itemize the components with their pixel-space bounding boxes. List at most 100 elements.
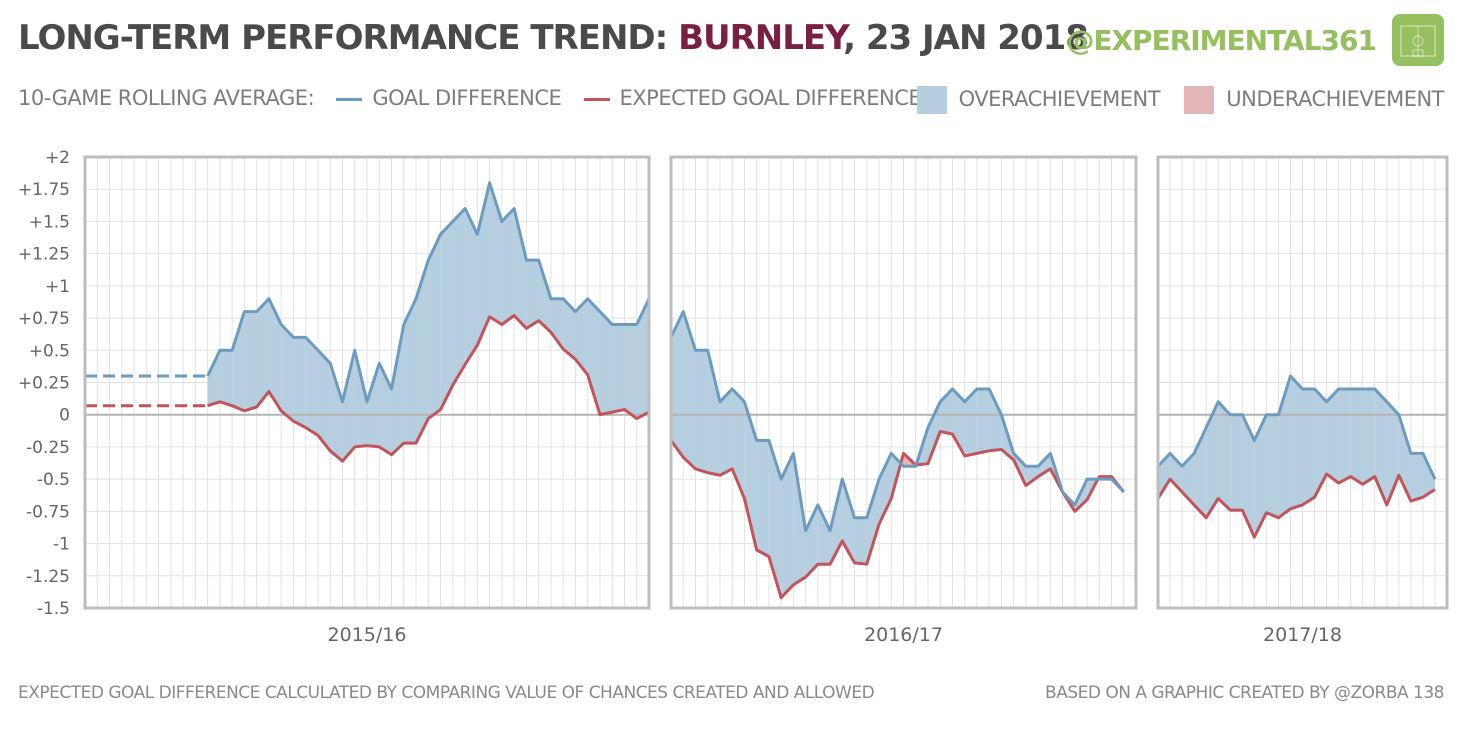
overachievement-area	[830, 479, 843, 565]
footer-credit: BASED ON A GRAPHIC CREATED BY @ZORBA 138	[1045, 683, 1444, 703]
overachievement-area	[330, 363, 343, 462]
overachievement-area	[707, 350, 720, 476]
overachievement-area	[403, 298, 417, 444]
overachievement-area	[317, 350, 331, 451]
overachievement-area	[817, 504, 831, 565]
legend-overachievement: OVERACHIEVEMENT	[958, 87, 1161, 111]
overachievement-area	[1290, 376, 1303, 509]
overachievement-area	[805, 504, 818, 578]
overachievement-area	[854, 517, 867, 565]
overachievement-area	[1374, 388, 1387, 505]
legend-expected-goal-difference: EXPECTED GOAL DIFFERENCE	[619, 86, 922, 110]
season-panel-2017-18: 2017/18	[1156, 155, 1449, 646]
overachievement-area	[719, 388, 733, 476]
y-tick-label: 0	[59, 406, 70, 426]
legend-right: OVERACHIEVEMENT UNDERACHIEVEMENT	[916, 86, 1444, 114]
expected-goal-difference-line	[669, 429, 1125, 600]
title-prefix: LONG-TERM PERFORMANCE TREND:	[18, 18, 668, 58]
overachievement-area	[465, 208, 478, 365]
overachievement-area	[526, 260, 539, 329]
overachievement-area	[976, 388, 990, 454]
goal-difference-line-icon	[336, 97, 363, 101]
overachievement-area	[305, 337, 318, 436]
overachievement-area	[768, 440, 782, 598]
overachievement-area	[501, 208, 515, 325]
overachievement-area	[599, 311, 613, 415]
overachievement-area	[219, 350, 233, 406]
overachievement-area	[1025, 466, 1039, 486]
overachievement-area	[379, 363, 392, 455]
overachievement-area	[563, 298, 576, 360]
overachievement-area	[452, 208, 466, 386]
goal-difference-line	[1156, 374, 1437, 480]
overachievement-area	[232, 311, 245, 411]
panel-frame	[83, 155, 651, 610]
season-label: 2015/16	[328, 624, 407, 646]
overachievement-area	[636, 298, 649, 419]
overachievement-area	[587, 298, 600, 415]
overachievement-area	[1182, 453, 1195, 505]
expected-goal-difference-line-icon	[583, 97, 610, 101]
panel-frame	[1156, 155, 1449, 610]
overachievement-area	[1038, 453, 1051, 477]
legend-left: 10-GAME ROLLING AVERAGE: GOAL DIFFERENCE…	[18, 86, 922, 110]
overachievement-area	[1362, 388, 1375, 485]
y-tick-label: +2	[45, 148, 70, 168]
footer-note: EXPECTED GOAL DIFFERENCE CALCULATED BY C…	[18, 683, 875, 703]
overachievement-area	[781, 453, 794, 598]
overachievement-area	[367, 363, 380, 447]
pitch-logo-icon	[1392, 14, 1444, 66]
overachievement-area	[1410, 453, 1423, 502]
y-tick-label: +1.75	[18, 180, 70, 200]
overachievement-area	[207, 350, 220, 406]
overachievement-area	[732, 388, 745, 499]
season-panel-2016-17: 2016/17	[669, 155, 1138, 646]
overachievement-area	[1314, 388, 1327, 498]
y-tick-label: -1.5	[37, 599, 70, 619]
legend-underachievement: UNDERACHIEVEMENT	[1226, 87, 1444, 111]
expected-goal-difference-line	[207, 313, 650, 463]
overachievement-area	[927, 401, 941, 464]
overachievement-area	[391, 324, 404, 455]
overachievement-area	[989, 388, 1002, 451]
overachievement-area	[514, 208, 527, 329]
goal-difference-line	[206, 181, 651, 404]
overachievement-area	[575, 298, 588, 375]
overachievement-area	[428, 234, 441, 419]
chart-title: LONG-TERM PERFORMANCE TREND: BURNLEY, 23…	[18, 18, 1089, 58]
overachievement-area	[268, 298, 282, 411]
y-tick-label: -1	[53, 535, 70, 555]
panel-frame	[669, 155, 1138, 610]
overachievement-area	[293, 337, 306, 428]
overachievement-area	[866, 479, 880, 565]
overachievement-area	[1254, 414, 1267, 538]
brand-handle[interactable]: @EXPERIMENTAL361	[1066, 24, 1377, 57]
overachievement-area	[1326, 388, 1339, 484]
y-tick-label: +0.25	[18, 374, 70, 394]
legend-prefix: 10-GAME ROLLING AVERAGE:	[18, 86, 315, 110]
overachievement-area	[281, 324, 294, 422]
overachievement-area	[244, 311, 257, 411]
overachievement-area	[256, 298, 269, 407]
overachievement-area	[744, 401, 757, 551]
overachievement-area	[342, 350, 355, 462]
overachievement-area	[842, 479, 855, 563]
overachievement-area	[612, 324, 625, 413]
overachievement-area	[416, 260, 429, 444]
overachievement-area	[489, 182, 502, 325]
underachievement-swatch-icon	[1184, 86, 1215, 114]
overachievement-area	[683, 311, 696, 469]
overachievement-area	[624, 324, 637, 419]
overachievement-area	[354, 350, 367, 447]
overachievement-area	[538, 260, 551, 333]
overachievement-area	[1422, 453, 1435, 498]
team-name: BURNLEY	[678, 18, 844, 58]
y-tick-label: -0.75	[26, 502, 70, 522]
y-tick-label: -1.25	[26, 567, 70, 587]
goal-difference-line	[669, 310, 1125, 533]
overachievement-area	[1350, 388, 1363, 485]
y-tick-label: -0.5	[37, 470, 70, 490]
overachievement-area	[1218, 401, 1231, 511]
overachievement-area	[695, 350, 708, 473]
